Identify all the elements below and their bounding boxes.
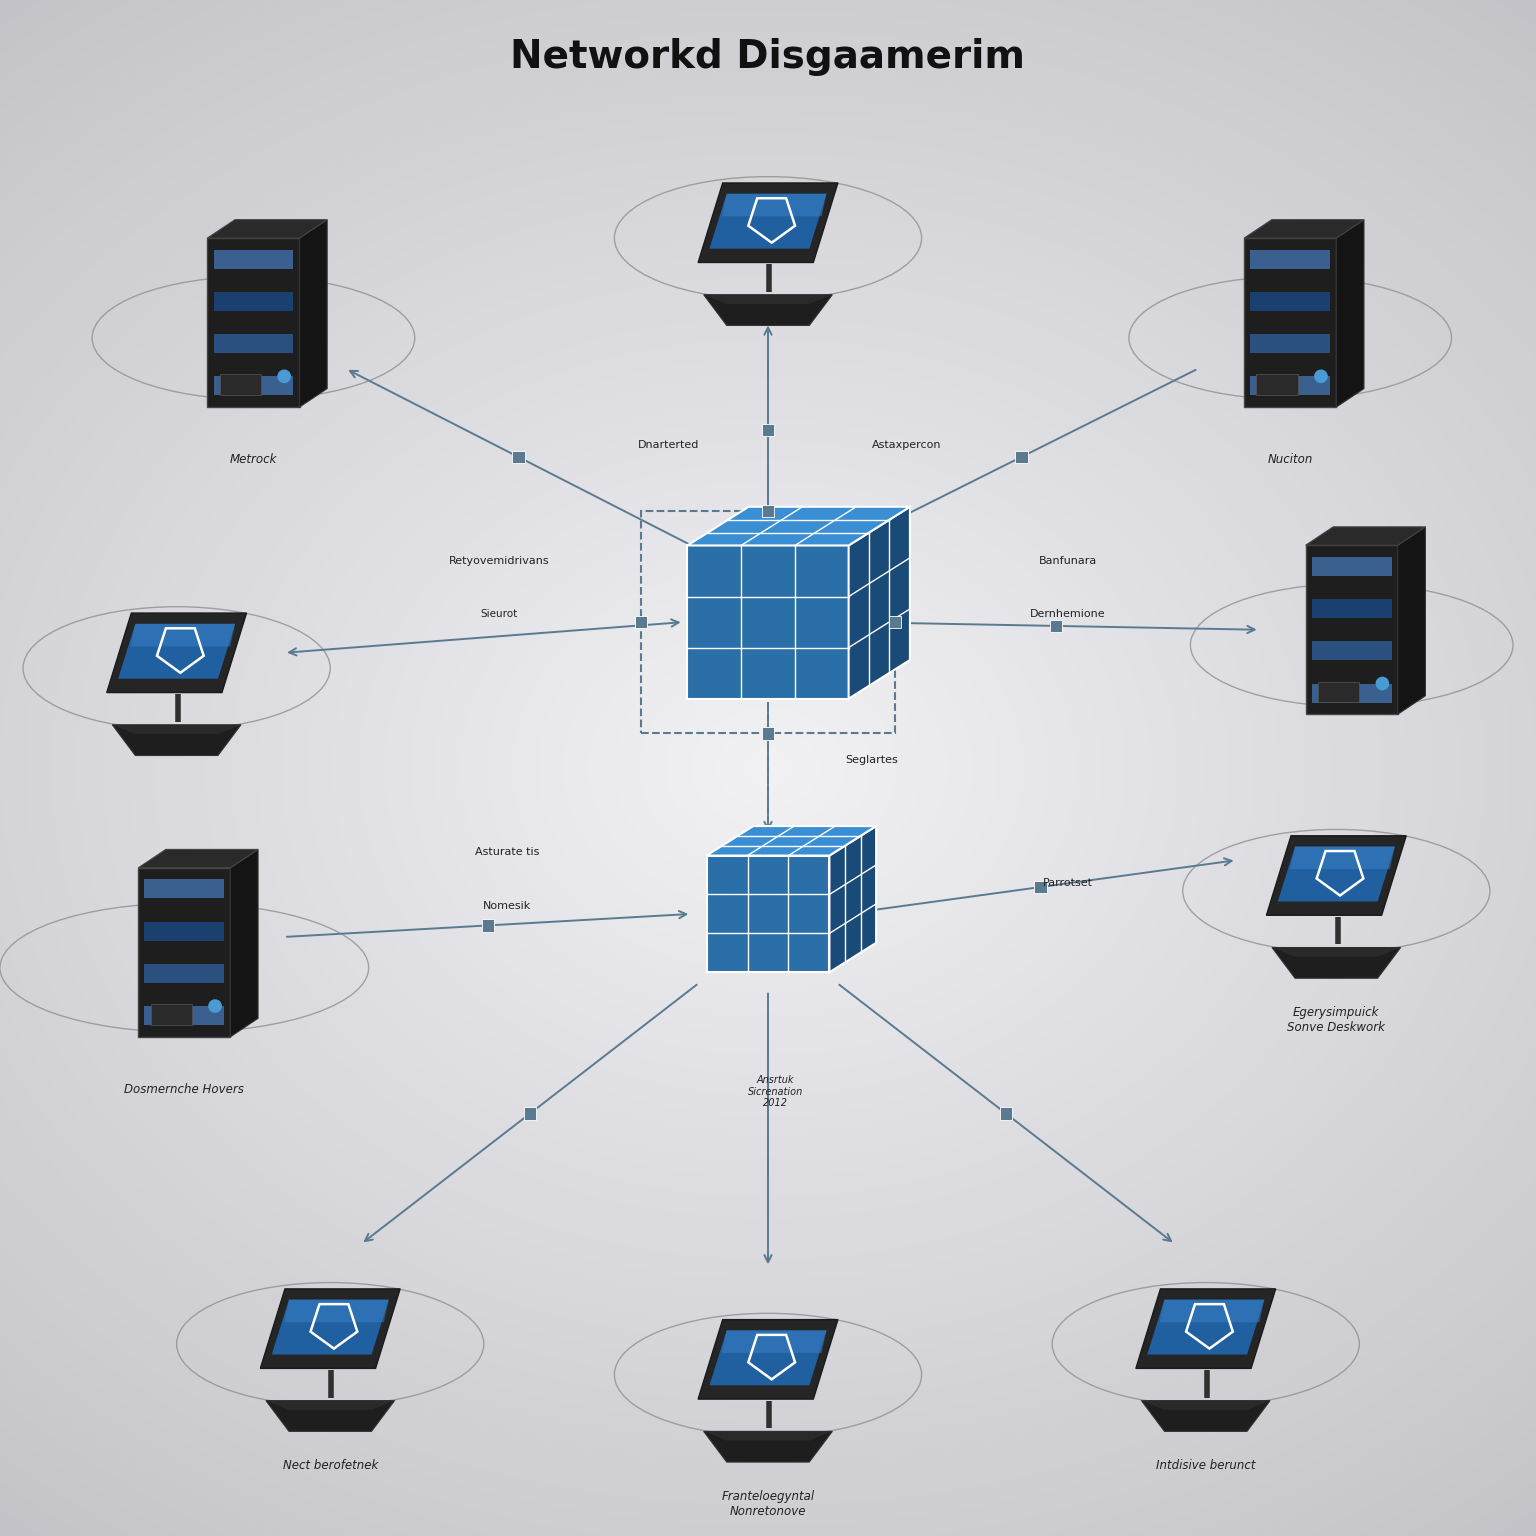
- Polygon shape: [707, 826, 876, 856]
- Polygon shape: [260, 1289, 399, 1369]
- Ellipse shape: [564, 604, 972, 932]
- Polygon shape: [266, 1401, 395, 1432]
- Ellipse shape: [538, 584, 998, 952]
- FancyBboxPatch shape: [1312, 558, 1392, 576]
- Ellipse shape: [281, 379, 1255, 1157]
- FancyBboxPatch shape: [1250, 335, 1330, 353]
- Ellipse shape: [641, 665, 895, 871]
- FancyBboxPatch shape: [762, 424, 774, 436]
- Polygon shape: [697, 183, 837, 263]
- Text: Astaxpercon: Astaxpercon: [871, 441, 942, 450]
- Text: Nect berofetnek: Nect berofetnek: [283, 1459, 378, 1471]
- Polygon shape: [703, 295, 833, 304]
- Polygon shape: [688, 507, 909, 545]
- Ellipse shape: [410, 481, 1126, 1055]
- Ellipse shape: [358, 441, 1178, 1095]
- FancyBboxPatch shape: [636, 616, 648, 628]
- Ellipse shape: [204, 318, 1332, 1218]
- Polygon shape: [1336, 220, 1364, 407]
- Text: Parrotset: Parrotset: [1043, 879, 1092, 888]
- FancyBboxPatch shape: [1051, 619, 1063, 633]
- FancyBboxPatch shape: [144, 965, 224, 983]
- Polygon shape: [722, 194, 826, 217]
- Ellipse shape: [614, 645, 922, 891]
- Circle shape: [1315, 370, 1327, 382]
- Text: Dnarterted: Dnarterted: [637, 441, 699, 450]
- Polygon shape: [1290, 846, 1395, 869]
- Ellipse shape: [717, 727, 819, 809]
- FancyBboxPatch shape: [138, 868, 230, 1037]
- Polygon shape: [230, 849, 258, 1037]
- FancyBboxPatch shape: [1312, 684, 1392, 702]
- Ellipse shape: [26, 174, 1510, 1362]
- Circle shape: [278, 370, 290, 382]
- FancyBboxPatch shape: [214, 376, 293, 395]
- Text: Dernhemione: Dernhemione: [1029, 610, 1106, 619]
- FancyBboxPatch shape: [1244, 238, 1336, 407]
- Ellipse shape: [154, 276, 1382, 1260]
- Ellipse shape: [588, 625, 948, 911]
- Polygon shape: [703, 1432, 833, 1441]
- FancyBboxPatch shape: [144, 1006, 224, 1025]
- Ellipse shape: [0, 11, 1536, 1525]
- Polygon shape: [710, 1330, 826, 1385]
- Text: Intdisive berunct: Intdisive berunct: [1157, 1459, 1255, 1471]
- Ellipse shape: [333, 419, 1203, 1117]
- Polygon shape: [1141, 1401, 1270, 1432]
- Circle shape: [209, 1000, 221, 1012]
- Polygon shape: [112, 725, 241, 734]
- Polygon shape: [1147, 1299, 1264, 1355]
- Polygon shape: [284, 1299, 389, 1322]
- Polygon shape: [1306, 527, 1425, 545]
- FancyBboxPatch shape: [1306, 545, 1398, 714]
- Ellipse shape: [435, 502, 1101, 1034]
- Ellipse shape: [0, 51, 1536, 1485]
- Text: Dosmernche Hovers: Dosmernche Hovers: [124, 1083, 244, 1095]
- Polygon shape: [112, 725, 241, 756]
- Polygon shape: [207, 220, 327, 238]
- Polygon shape: [710, 194, 826, 249]
- FancyBboxPatch shape: [1250, 292, 1330, 310]
- FancyBboxPatch shape: [524, 1107, 536, 1120]
- Polygon shape: [1160, 1299, 1264, 1322]
- Ellipse shape: [103, 235, 1433, 1301]
- Ellipse shape: [257, 358, 1279, 1178]
- FancyBboxPatch shape: [1256, 375, 1298, 395]
- Polygon shape: [300, 220, 327, 407]
- FancyBboxPatch shape: [151, 1005, 192, 1025]
- Text: Franteloegyntal
Nonretonove: Franteloegyntal Nonretonove: [722, 1490, 814, 1518]
- Polygon shape: [1137, 1289, 1275, 1369]
- FancyBboxPatch shape: [1318, 682, 1359, 702]
- Bar: [642, 510, 894, 734]
- Ellipse shape: [742, 748, 794, 788]
- FancyBboxPatch shape: [144, 880, 224, 899]
- Polygon shape: [722, 1330, 826, 1353]
- FancyBboxPatch shape: [888, 616, 900, 628]
- Ellipse shape: [0, 31, 1536, 1505]
- Ellipse shape: [127, 257, 1409, 1279]
- Polygon shape: [1244, 220, 1364, 238]
- Text: Networkd Disgaamerim: Networkd Disgaamerim: [510, 38, 1026, 77]
- FancyBboxPatch shape: [1312, 599, 1392, 617]
- Ellipse shape: [51, 195, 1485, 1341]
- Text: Banfunara: Banfunara: [1038, 556, 1097, 565]
- Polygon shape: [272, 1299, 389, 1355]
- FancyBboxPatch shape: [214, 292, 293, 310]
- Ellipse shape: [487, 542, 1049, 994]
- Text: Egerysimpuick
Sonve Deskwork: Egerysimpuick Sonve Deskwork: [1287, 1006, 1385, 1034]
- Ellipse shape: [230, 338, 1306, 1198]
